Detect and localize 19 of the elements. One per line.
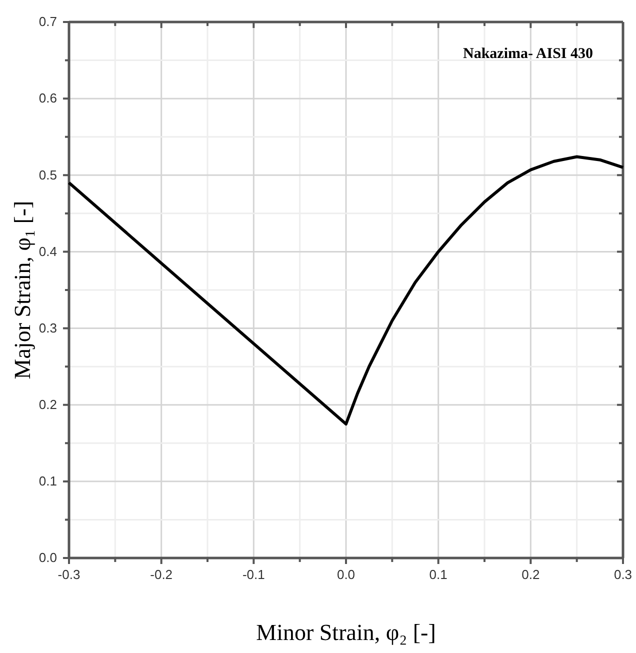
x-tick-label: 0.2 (522, 567, 540, 582)
annotation: Nakazima- AISI 430 (462, 46, 593, 62)
x-tick-label: 0.1 (429, 567, 448, 582)
y-tick-label: 0.5 (38, 167, 57, 182)
y-tick-label: 0.7 (38, 14, 57, 30)
y-tick-label: 0.6 (38, 90, 57, 106)
x-tick-label: 0.3 (614, 567, 632, 582)
x-tick-label: 0.0 (336, 567, 356, 582)
x-tick-label: -0.3 (58, 567, 80, 582)
y-axis-title: Major Strain, φ₁ [-] (10, 200, 35, 380)
x-axis-title: Minor Strain, φ₂ [-] (256, 620, 436, 645)
y-tick-label: 0.4 (38, 244, 57, 259)
y-tick-label: 0.2 (38, 397, 57, 412)
line-series (68, 155, 624, 426)
x-tick-label: -0.1 (242, 567, 265, 582)
x-tick-label: -0.2 (150, 567, 173, 582)
y-tick-label: 0.0 (38, 550, 57, 566)
y-tick-label: 0.3 (38, 320, 57, 336)
y-tick-label: 0.1 (38, 474, 57, 489)
